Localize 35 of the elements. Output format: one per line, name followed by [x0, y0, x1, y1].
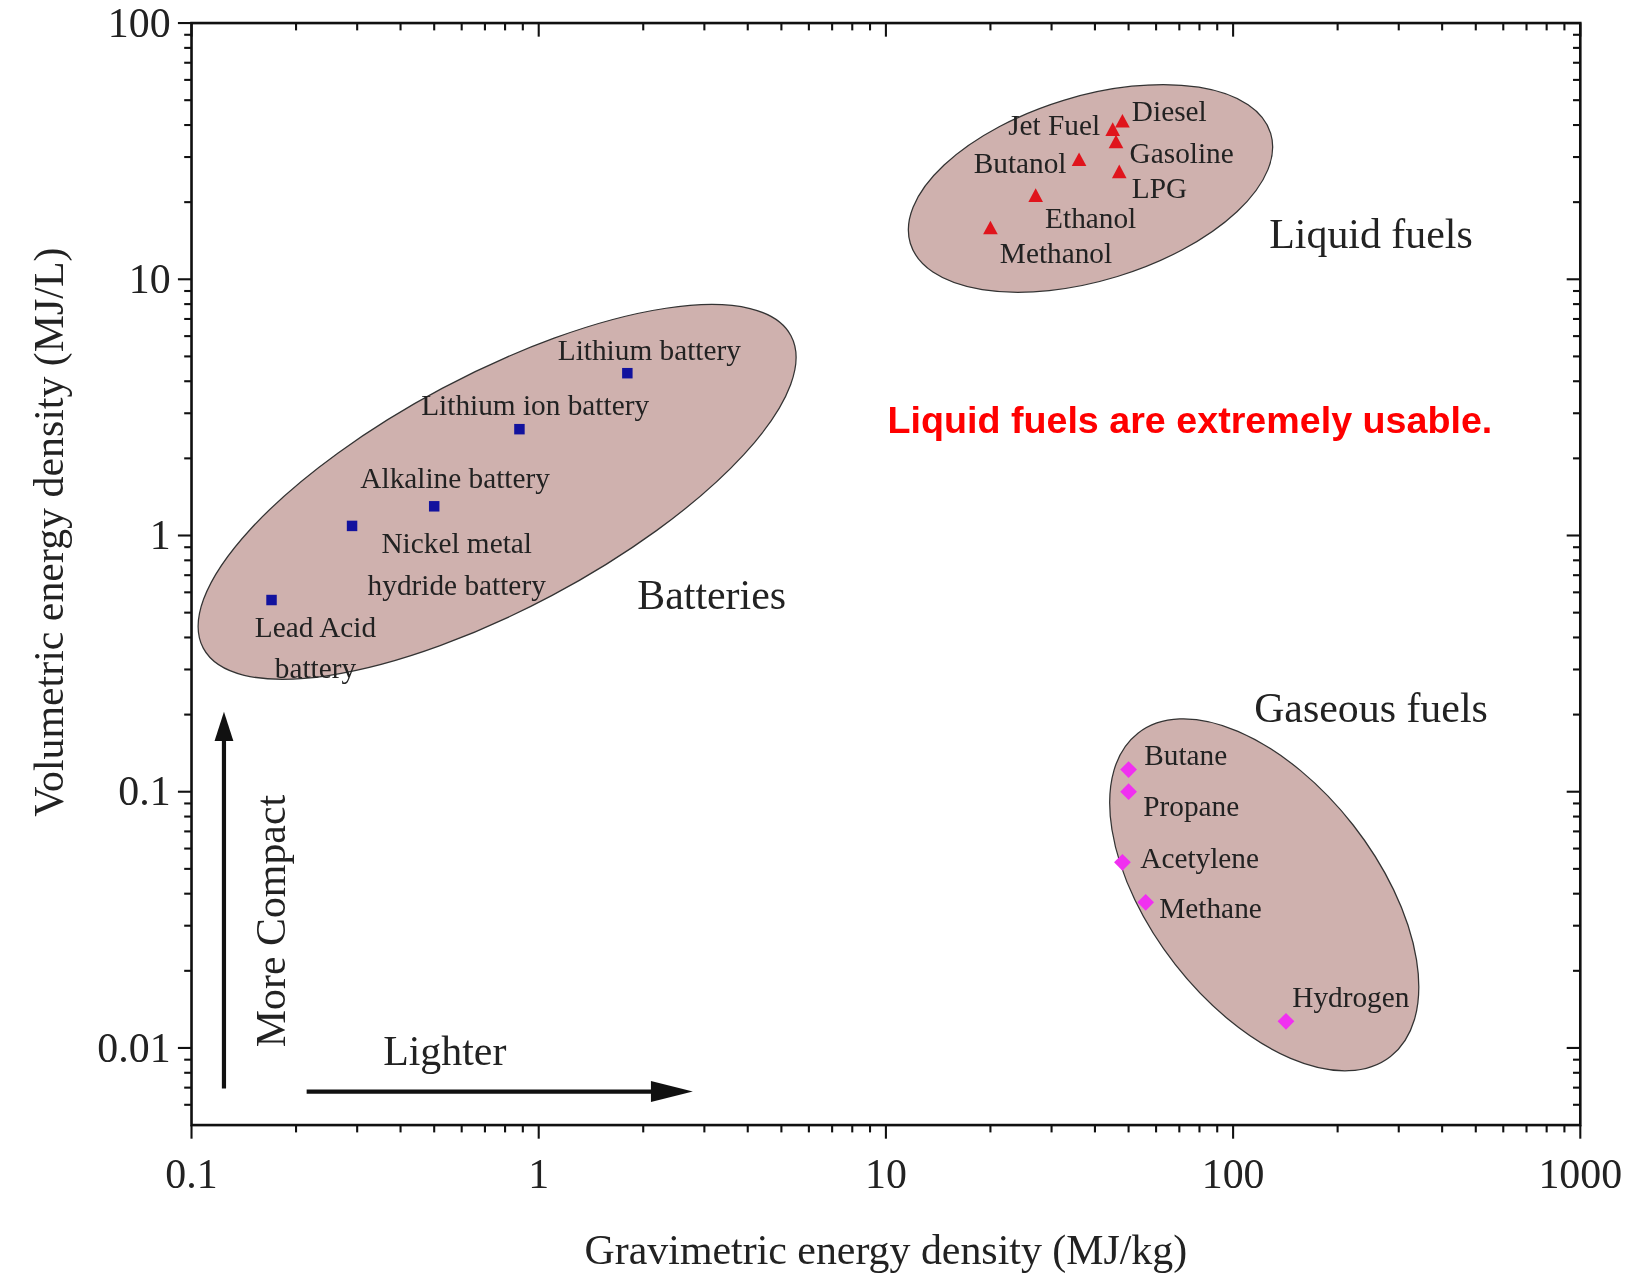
annotation: Jet Fuel	[1008, 108, 1101, 141]
annotation: Alkaline battery	[360, 462, 551, 495]
x-tick-label: 100	[1201, 1150, 1265, 1197]
annotation: Methane	[1159, 892, 1262, 925]
annotation: Acetylene	[1140, 841, 1259, 874]
annotation: Batteries	[637, 572, 787, 619]
x-tick-label: 10	[864, 1150, 907, 1197]
annotation: More Compact	[247, 794, 294, 1048]
annotation: Hydrogen	[1292, 980, 1410, 1013]
annotation: Propane	[1143, 789, 1240, 822]
y-tick-label: 0.01	[97, 1024, 171, 1071]
x-axis-title: Gravimetric energy density (MJ/kg)	[584, 1227, 1188, 1275]
annotation: Nickel metal hydride battery	[367, 527, 547, 601]
annotation: Lithium battery	[557, 333, 742, 366]
annotation: Gasoline	[1129, 136, 1234, 169]
annotation: Butane	[1144, 739, 1228, 772]
annotation: Diesel	[1131, 95, 1207, 128]
annotation: Methanol	[999, 236, 1113, 269]
y-tick-label: 10	[128, 255, 171, 302]
x-tick-label: 1	[528, 1150, 550, 1197]
annotation: Gaseous fuels	[1254, 685, 1488, 732]
y-tick-label: 100	[107, 0, 171, 46]
annotation: Lithium ion battery	[421, 388, 650, 421]
annotation: Liquid fuels are extremely usable.	[887, 399, 1493, 442]
x-tick-label: 0.1	[165, 1150, 218, 1197]
annotation: Lighter	[383, 1028, 507, 1075]
x-tick-label: 1000	[1538, 1150, 1623, 1197]
annotation: LPG	[1131, 172, 1188, 205]
annotation: Butanol	[973, 147, 1067, 180]
annotation: Lead Acid battery	[254, 610, 377, 685]
y-axis-title: Volumetric energy density (MJ/L)	[25, 247, 73, 817]
y-tick-label: 1	[149, 512, 171, 559]
annotation: Ethanol	[1045, 202, 1137, 235]
annotation: Liquid fuels	[1269, 211, 1473, 258]
y-tick-label: 0.1	[118, 768, 171, 815]
